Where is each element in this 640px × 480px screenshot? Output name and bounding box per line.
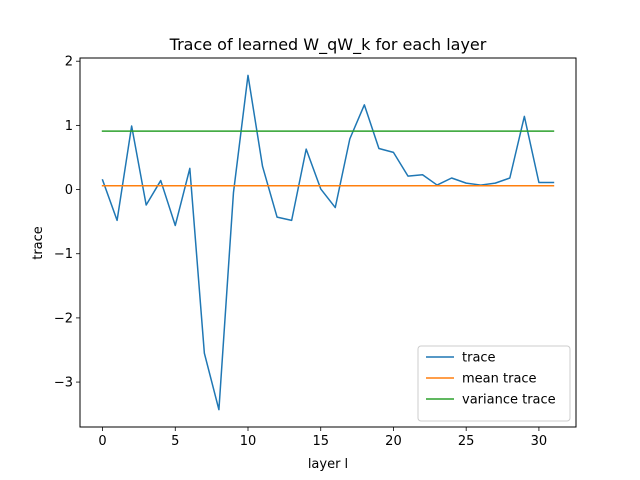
x-tick-label: 30 bbox=[531, 434, 548, 449]
x-tick-label: 15 bbox=[312, 434, 329, 449]
x-tick-label: 25 bbox=[458, 434, 475, 449]
y-tick-label: 1 bbox=[65, 119, 73, 134]
series-line-trace bbox=[101, 74, 555, 411]
y-tick-label: −1 bbox=[54, 247, 73, 262]
plot-area bbox=[101, 74, 555, 411]
y-tick-label: 0 bbox=[65, 183, 73, 198]
legend-entry: variance trace bbox=[462, 393, 556, 408]
y-axis-label: trace bbox=[31, 226, 46, 260]
chart-title: Trace of learned W_qW_k for each layer bbox=[169, 35, 487, 55]
x-axis-label: layer l bbox=[308, 457, 348, 472]
x-tick-label: 20 bbox=[385, 434, 402, 449]
x-tick-label: 10 bbox=[240, 434, 257, 449]
y-tick-label: −2 bbox=[54, 311, 73, 326]
legend-box bbox=[417, 345, 571, 422]
x-tick-label: 0 bbox=[98, 434, 106, 449]
legend: trace mean trace variance trace bbox=[417, 345, 571, 422]
legend-entry: trace bbox=[462, 351, 496, 366]
y-tick-label: −3 bbox=[54, 376, 73, 391]
axes-frame bbox=[79, 57, 577, 428]
axis-ticks: 0 5 10 15 20 25 30 −3 −2 −1 0 1 2 bbox=[54, 55, 547, 449]
x-tick-label: 5 bbox=[171, 434, 179, 449]
legend-entry: mean trace bbox=[462, 372, 537, 387]
y-tick-label: 2 bbox=[65, 55, 73, 70]
